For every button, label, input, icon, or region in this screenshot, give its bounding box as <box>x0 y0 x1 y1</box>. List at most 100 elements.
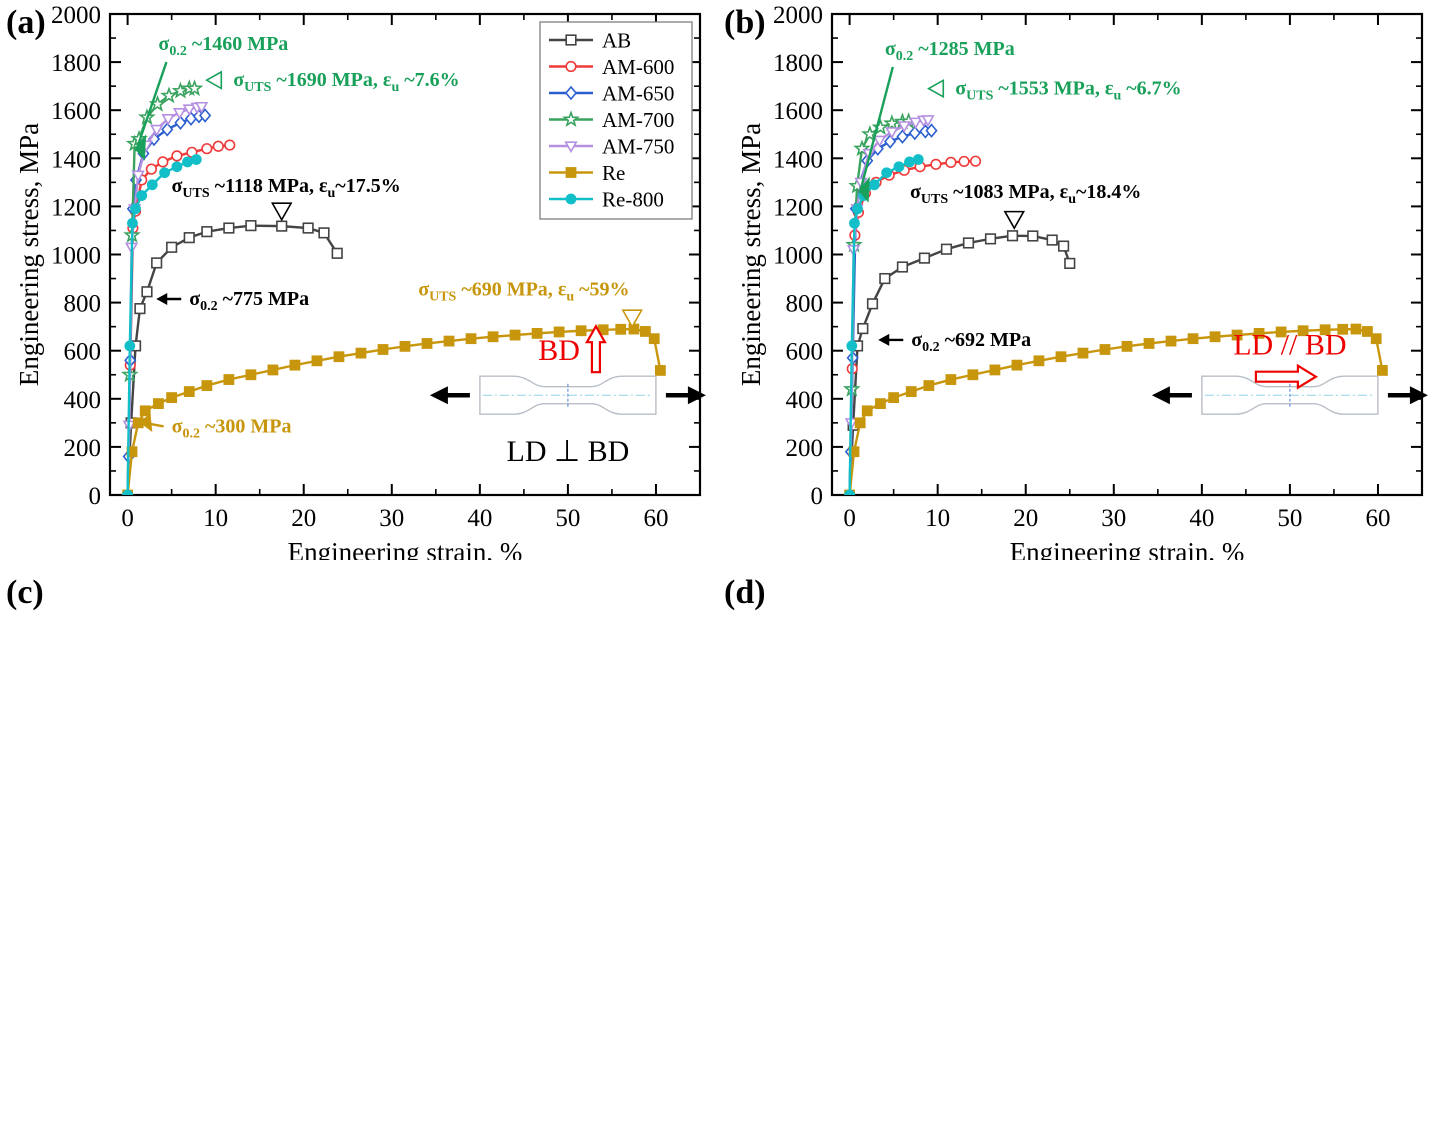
data-point <box>421 338 433 349</box>
data-point <box>940 243 953 255</box>
data-point <box>1362 326 1373 337</box>
x-tick-label: 20 <box>291 505 316 532</box>
series-Re-800 <box>122 154 202 495</box>
annotation-arrow <box>134 61 168 152</box>
series-AB <box>125 220 343 495</box>
x-tick-label: 0 <box>843 505 856 532</box>
legend-label: AM-750 <box>602 135 674 159</box>
y-tick-label: 800 <box>64 291 102 318</box>
x-tick-label: 30 <box>379 505 404 532</box>
legend-item-Re[interactable]: Re <box>549 161 625 185</box>
data-point <box>984 233 997 245</box>
data-point <box>159 167 170 179</box>
panel-c: (c) <box>0 560 720 1135</box>
data-point <box>930 158 942 170</box>
data-point <box>615 323 627 335</box>
data-point <box>245 369 257 381</box>
data-point <box>871 118 890 136</box>
data-point <box>1143 338 1155 349</box>
panel-b-tag: (b) <box>724 4 766 41</box>
data-point <box>897 121 911 133</box>
data-point <box>909 117 923 130</box>
uts-marker-green <box>205 70 223 90</box>
panel-c-chart <box>0 560 720 1135</box>
legend-marker <box>565 193 577 205</box>
annotations: σ0.2 ~1460 MPa σUTS ~1690 MPa, εu ~7.6% σU… <box>134 33 643 441</box>
legend-item-AM-750[interactable]: AM-750 <box>549 135 674 159</box>
uts-marker-green <box>927 78 945 99</box>
annotation-text: σUTS ~690 MPa, εu ~59% <box>418 278 629 304</box>
y-tick-label: 800 <box>786 291 824 318</box>
data-point <box>172 107 187 120</box>
specimen-schematic: LD // BD <box>1151 329 1428 415</box>
panel-d: (d) <box>720 560 1440 1135</box>
data-point <box>553 326 565 338</box>
y-tick-label: 400 <box>786 387 824 414</box>
annotations: σ0.2 ~1285 MPa σUTS ~1553 MPa, εu ~6.7% σU… <box>858 38 1182 355</box>
y-tick-label: 1400 <box>773 146 823 173</box>
data-point <box>866 298 879 310</box>
legend-item-AM-600[interactable]: AM-600 <box>549 55 674 79</box>
data-point <box>183 386 195 397</box>
legend-marker <box>564 85 578 101</box>
data-point <box>465 333 477 345</box>
data-point <box>166 241 178 253</box>
y-tick-label: 400 <box>64 387 102 414</box>
x-tick-label: 50 <box>555 505 580 532</box>
plot-area: 0 200 400 600 800 1000 1200 1400 1600 1800 2000 0 10… <box>736 2 1428 560</box>
y-axis-title: Engineering stress, MPa <box>736 123 766 386</box>
data-point <box>912 154 924 165</box>
data-point <box>161 122 174 137</box>
data-point <box>201 226 213 238</box>
arrow-head <box>878 333 890 346</box>
x-tick-label: 0 <box>121 505 134 532</box>
legend-item-AM-700[interactable]: AM-700 <box>549 108 674 132</box>
data-point <box>1027 230 1039 242</box>
data-point <box>1033 355 1045 367</box>
arrow-head <box>1409 386 1428 405</box>
data-point <box>967 369 979 381</box>
data-point <box>1297 325 1309 337</box>
data-point <box>130 203 141 215</box>
data-point <box>1187 333 1199 345</box>
legend-marker <box>564 141 578 154</box>
annotation-text: σ0.2 ~1460 MPa <box>158 33 288 59</box>
data-point <box>124 340 136 352</box>
data-point <box>921 115 935 127</box>
legend-label: AM-600 <box>602 55 674 79</box>
annotation-text: σUTS ~1690 MPa, εu ~7.6% <box>233 69 459 95</box>
panel-a-chart: 0 200 400 600 800 1000 1200 1400 1600 1800 2000 0 10… <box>14 2 706 560</box>
data-point <box>879 272 891 285</box>
data-point <box>134 303 146 315</box>
y-tick-label: 1200 <box>51 194 101 221</box>
data-point <box>141 286 153 298</box>
data-point <box>1046 234 1058 246</box>
y-tick-label: 200 <box>786 435 824 462</box>
data-point <box>1055 351 1067 363</box>
data-point <box>1231 329 1243 341</box>
legend-label: AM-700 <box>602 108 674 132</box>
legend-item-AM-650[interactable]: AM-650 <box>549 82 674 106</box>
data-point <box>333 351 345 363</box>
data-point <box>487 331 499 343</box>
legend-item-AB[interactable]: AB <box>549 29 631 53</box>
y-tick-label: 200 <box>64 435 102 462</box>
y-tick-label: 2000 <box>773 2 823 29</box>
y-tick-label: 0 <box>811 483 824 510</box>
arrow-head <box>156 293 168 306</box>
legend-label: AB <box>602 29 631 53</box>
data-point <box>654 365 666 376</box>
data-point <box>311 355 323 367</box>
data-point <box>122 489 134 495</box>
uts-marker-black <box>270 202 293 222</box>
legend-item-Re-800[interactable]: Re-800 <box>549 188 664 212</box>
legend-marker <box>565 60 577 73</box>
data-point <box>146 179 158 191</box>
data-point <box>854 417 866 429</box>
x-axis-title: Engineering strain, % <box>288 537 523 560</box>
uts-marker-black <box>1003 210 1026 230</box>
series-layer <box>120 79 666 495</box>
data-point <box>884 134 897 149</box>
data-point <box>861 405 873 417</box>
panel-a: (a) 0 200 400 600 800 1000 1200 1400 1600 1800 200… <box>0 0 720 560</box>
